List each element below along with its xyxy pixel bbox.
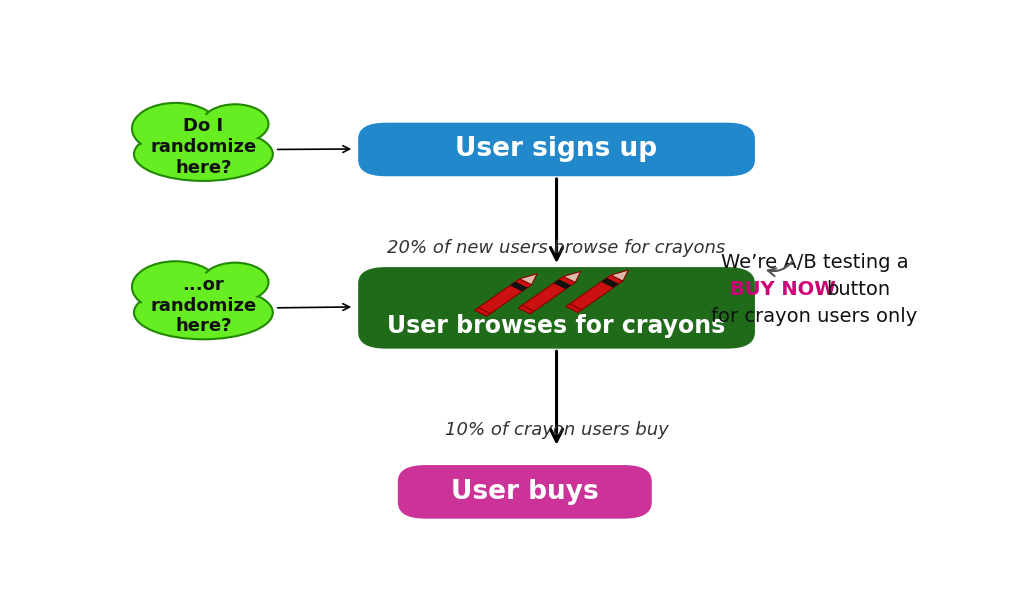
Polygon shape	[478, 279, 531, 313]
Text: We’re A/B testing a: We’re A/B testing a	[721, 253, 908, 272]
Circle shape	[207, 266, 264, 299]
Circle shape	[202, 263, 268, 302]
Ellipse shape	[137, 129, 270, 179]
Polygon shape	[566, 304, 582, 312]
Circle shape	[132, 261, 219, 313]
Text: ...or
randomize
here?: ...or randomize here?	[151, 276, 257, 335]
Ellipse shape	[134, 286, 272, 339]
Polygon shape	[611, 270, 629, 281]
FancyBboxPatch shape	[358, 267, 755, 348]
Circle shape	[207, 107, 264, 140]
FancyBboxPatch shape	[358, 123, 755, 176]
Circle shape	[132, 103, 219, 154]
Circle shape	[137, 106, 214, 151]
Text: Do I
randomize
here?: Do I randomize here?	[151, 117, 257, 177]
Circle shape	[137, 264, 214, 309]
Text: 10% of crayon users buy: 10% of crayon users buy	[444, 421, 669, 439]
Text: 20% of new users browse for crayons: 20% of new users browse for crayons	[387, 239, 726, 257]
Polygon shape	[518, 306, 534, 314]
Text: User buys: User buys	[451, 479, 599, 505]
Polygon shape	[510, 282, 527, 292]
Polygon shape	[522, 276, 575, 312]
Polygon shape	[563, 272, 581, 283]
Text: BUY NOW: BUY NOW	[730, 280, 836, 299]
Ellipse shape	[134, 127, 272, 181]
Ellipse shape	[137, 287, 270, 338]
Polygon shape	[554, 280, 571, 289]
Polygon shape	[474, 308, 490, 316]
Polygon shape	[601, 278, 618, 288]
FancyBboxPatch shape	[397, 465, 651, 518]
Polygon shape	[569, 275, 623, 310]
Text: User signs up: User signs up	[456, 137, 657, 163]
Circle shape	[202, 104, 268, 143]
Text: User browses for crayons: User browses for crayons	[387, 313, 726, 338]
Text: for crayon users only: for crayon users only	[712, 307, 918, 325]
Polygon shape	[519, 273, 538, 285]
Text: button: button	[826, 280, 890, 299]
